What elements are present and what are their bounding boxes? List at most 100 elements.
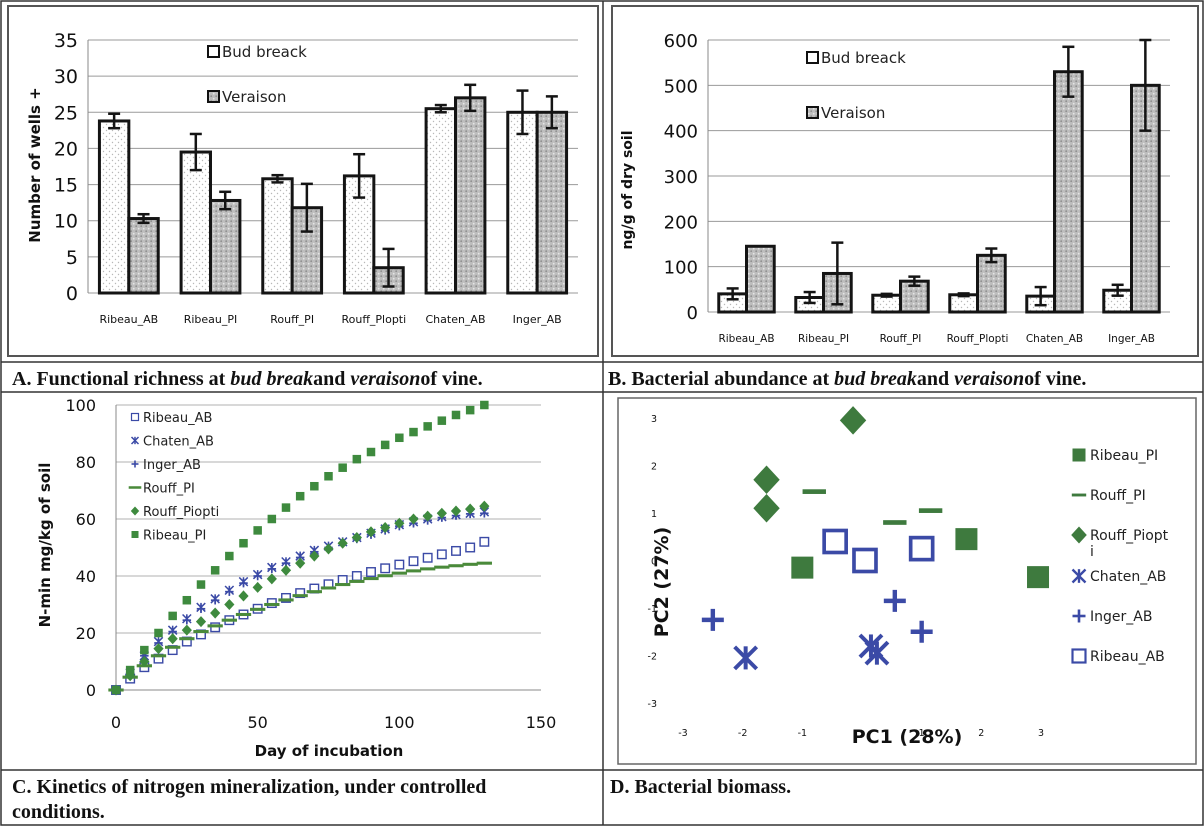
panel-c-point-ribeau-ab — [436, 549, 447, 560]
panel-a-category-label: Rouff_Plopti — [341, 313, 406, 326]
panel-b-ytick-label: 400 — [664, 122, 698, 143]
panel-c-point-rouff-piopti — [195, 616, 207, 628]
panel-b-errorbar — [1034, 285, 1047, 307]
panel-c-point-rouff-piopti — [295, 557, 306, 569]
panel-b-legend-swatch-veraison — [806, 106, 819, 119]
panel-c-point-rouff-piopti — [252, 581, 263, 593]
panel-c-point-rouff-pi — [420, 567, 436, 571]
panel-c-point-ribeau-ab — [351, 571, 362, 581]
panel-c-legend-marker-rouff-piopti — [130, 506, 140, 516]
panel-d-ytick-label: 3 — [651, 414, 657, 425]
panel-a-bar-veraison — [535, 110, 569, 295]
panel-c-ytick-label: 80 — [76, 453, 96, 472]
panel-c-legend-marker-rouff-pi — [128, 486, 142, 489]
panel-c-point-inger-ab — [210, 595, 220, 605]
panel-c-legend-label-ribeau-pi: Ribeau_PI — [143, 529, 206, 544]
panel-c-point-inger-ab — [182, 615, 192, 625]
panel-c-point-rouff-piopti — [210, 607, 221, 619]
panel-d-legend-marker-ribeau-ab — [1071, 648, 1087, 664]
panel-b-chart: 0 100 200 300 400 500 600 Ribeau_AB Ribeau_PI Rou… — [664, 31, 1170, 345]
panel-c-point-rouff-pi — [462, 562, 478, 566]
panel-c-point-ribeau-pi — [451, 410, 461, 420]
panel-c-point-rouff-pi — [320, 586, 337, 590]
panel-a-bar-veraison — [209, 198, 242, 295]
panel-c-point-rouff-pi — [292, 594, 308, 598]
panel-d-caption: D. Bacterial biomass. — [610, 776, 791, 798]
panel-c-legend-label-rouff-piopti: Rouff_Piopti — [143, 505, 219, 520]
panel-c-point-ribeau-pi — [210, 566, 220, 575]
panel-d-ylabel: PC2 (27%) — [651, 527, 673, 638]
panel-d-xtick-label: 1 — [919, 728, 925, 739]
panel-d-legend-marker-ribeau-pi — [1072, 448, 1086, 462]
panel-c-point-rouff-pi — [221, 618, 237, 622]
panel-b-ytick-label: 200 — [664, 212, 698, 233]
panel-d-ytick-label: 0 — [651, 557, 657, 568]
panel-d-ytick-label: -3 — [648, 699, 657, 710]
panel-c-legend-marker-inger-ab — [131, 460, 139, 468]
panel-c-point-rouff-piopti — [337, 537, 348, 549]
panel-c-point-rouff-piopti — [365, 526, 377, 538]
panel-c-point-ribeau-pi — [380, 440, 390, 450]
panel-c-point-rouff-pi — [250, 607, 266, 611]
panel-d-xtick-label: 2 — [978, 728, 984, 739]
panel-a-caption: A. Functional richness at bud breakand v… — [12, 368, 483, 390]
panel-b-errorbar — [1111, 283, 1124, 297]
panel-b-errorbar — [957, 292, 970, 298]
panel-c-point-rouff-piopti — [479, 500, 490, 512]
panel-c-point-rouff-piopti — [238, 590, 249, 602]
panel-c-point-rouff-pi — [306, 590, 322, 594]
panel-b-errorbar — [985, 247, 998, 264]
panel-b-errorbar — [726, 287, 739, 301]
panel-c-point-ribeau-pi — [125, 665, 135, 675]
panel-d-point-inger-ab — [883, 589, 906, 612]
panel-d-point-ribeau-ab — [852, 547, 878, 574]
panel-c-point-inger-ab — [196, 604, 206, 614]
panel-c-point-rouff-pi — [193, 630, 209, 634]
panel-b-errorbar — [803, 290, 816, 305]
panel-c-point-ribeau-ab — [295, 588, 306, 599]
panel-c-ytick-label: 20 — [76, 624, 96, 643]
panel-a-ytick-label: 10 — [54, 211, 78, 233]
panel-b-errorbar — [831, 241, 844, 306]
panel-c-point-ribeau-ab — [465, 542, 476, 553]
panel-b-ytick-label: 0 — [687, 303, 698, 324]
panel-c-point-ribeau-pi — [338, 463, 347, 472]
panel-a-bar-bud — [424, 107, 458, 295]
panel-d-point-chaten-ab — [864, 640, 890, 666]
panel-c-point-ribeau-pi — [395, 433, 404, 443]
panel-d-point-rouff-piopti — [753, 465, 780, 495]
panel-c-caption-line1: C. Kinetics of nitrogen mineralization, … — [12, 776, 486, 798]
panel-c-point-rouff-pi — [150, 654, 167, 658]
panel-b-category-label: Ribeau_PI — [798, 333, 849, 345]
panel-c-xtick-label: 0 — [111, 713, 121, 732]
panel-a-ytick-label: 5 — [66, 247, 78, 269]
panel-b-errorbar — [1139, 38, 1152, 132]
panel-a-category-label: Rouff_PI — [270, 313, 314, 326]
panel-d-point-ribeau-pi — [791, 556, 814, 579]
panel-b-frame — [611, 5, 1199, 357]
panel-c-point-inger-ab — [267, 564, 277, 574]
panel-c-point-rouff-piopti — [153, 643, 164, 655]
panel-c-point-ribeau-pi — [154, 628, 163, 638]
panel-a-category-label: Chaten_AB — [425, 313, 485, 326]
panel-c-point-rouff-piopti — [436, 507, 447, 519]
panel-c-point-rouff-piopti — [309, 550, 320, 562]
panel-c-ytick-label: 60 — [76, 510, 96, 529]
panel-a-category-label: Inger_AB — [513, 313, 562, 326]
panel-d-point-inger-ab — [701, 608, 724, 631]
panel-d-point-ribeau-pi — [1027, 566, 1050, 589]
panel-a-errorbar — [300, 182, 313, 233]
panel-b-errorbar — [1062, 45, 1075, 98]
panel-c-point-inger-ab — [253, 571, 262, 581]
panel-c-legend: Ribeau_AB Chaten_AB Inger_AB Rouff_PI Rouff_… — [128, 411, 219, 544]
panel-d-ytick-label: 2 — [651, 462, 657, 473]
panel-c-point-rouff-piopti — [323, 543, 334, 555]
panel-a-legend-swatch-veraison — [207, 90, 220, 103]
panel-d-point-rouff-piopti — [753, 493, 780, 523]
panel-d-legend-label-rouff-pi: Rouff_PI — [1090, 488, 1146, 504]
panel-d-point-rouff-pi — [883, 520, 907, 525]
panel-c-legend-label-rouff-pi: Rouff_PI — [143, 482, 195, 497]
panel-c-xtick-label: 100 — [384, 713, 415, 732]
panel-c-point-rouff-pi — [363, 577, 379, 581]
